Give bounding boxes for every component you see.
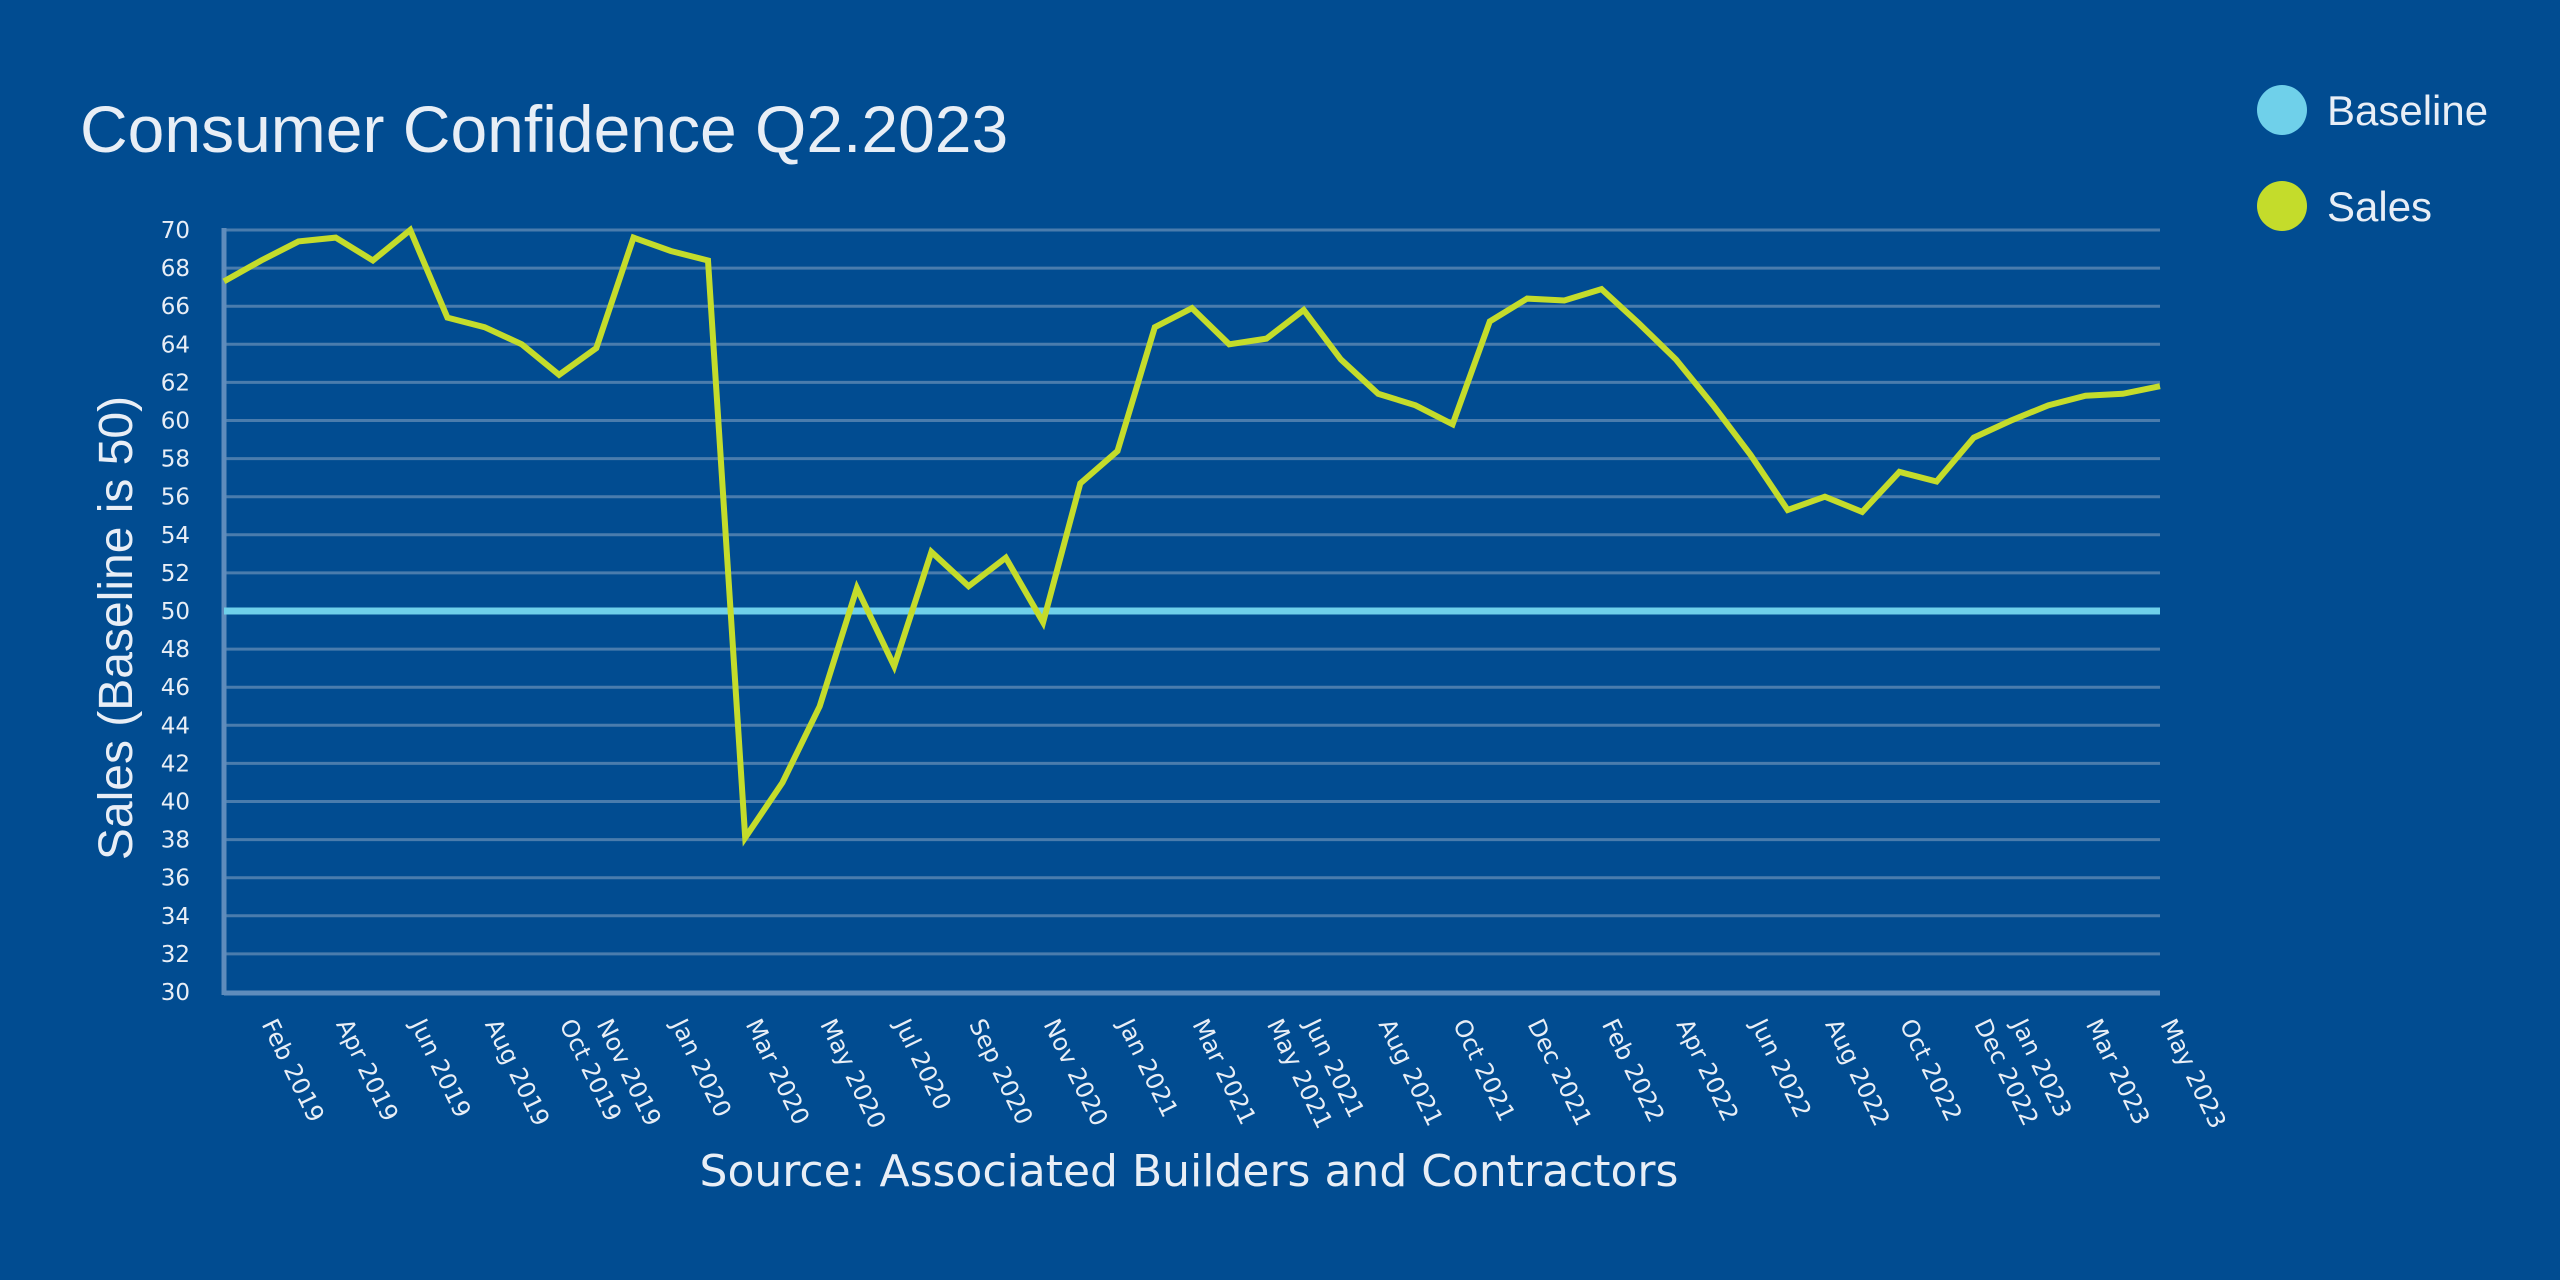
x-tick-label: Nov 2020 bbox=[1038, 1014, 1114, 1130]
x-tick-label: Jul 2020 bbox=[888, 1013, 957, 1115]
y-axis-label: Sales (Baseline is 50) bbox=[90, 396, 143, 860]
x-tick-label: Mar 2023 bbox=[2080, 1014, 2155, 1129]
y-tick-label: 70 bbox=[161, 218, 190, 244]
x-tick-label: Oct 2022 bbox=[1894, 1014, 1967, 1125]
x-tick-label: Mar 2020 bbox=[740, 1014, 815, 1129]
y-tick-label: 32 bbox=[161, 942, 190, 968]
y-tick-label: 42 bbox=[161, 751, 190, 777]
series-line-sales bbox=[222, 225, 2161, 847]
x-tick-label: Jan 2020 bbox=[664, 1013, 736, 1122]
y-tick-label: 46 bbox=[161, 675, 190, 701]
y-tick-label: 56 bbox=[161, 485, 190, 511]
legend-label-baseline[interactable]: Baseline bbox=[2327, 87, 2488, 134]
x-tick-label: May 2020 bbox=[814, 1014, 891, 1133]
x-tick-label: Jun 2019 bbox=[404, 1013, 477, 1123]
x-tick-label: Feb 2019 bbox=[256, 1014, 330, 1126]
legend-swatch-sales[interactable] bbox=[2257, 181, 2307, 231]
y-tick-label: 50 bbox=[161, 599, 190, 625]
x-tick-label: Jan 2021 bbox=[1111, 1013, 1183, 1122]
y-tick-label: 36 bbox=[161, 866, 190, 892]
y-tick-label: 52 bbox=[161, 561, 190, 587]
legend[interactable]: Baseline Sales bbox=[2257, 85, 2488, 231]
y-tick-label: 34 bbox=[161, 904, 190, 930]
x-tick-label: Sep 2020 bbox=[963, 1014, 1038, 1129]
y-tick-label: 38 bbox=[161, 828, 190, 854]
x-tick-label: Aug 2022 bbox=[1820, 1014, 1896, 1130]
y-tick-label: 40 bbox=[161, 790, 190, 816]
x-tick-label: Aug 2021 bbox=[1373, 1014, 1449, 1130]
x-tick-label: Aug 2019 bbox=[479, 1014, 555, 1130]
y-tick-label: 48 bbox=[161, 637, 190, 663]
x-tick-label: Apr 2019 bbox=[330, 1014, 403, 1125]
chart-title: Consumer Confidence Q2.2023 bbox=[80, 92, 1008, 166]
x-tick-label: Mar 2021 bbox=[1187, 1014, 1262, 1129]
x-tick-label: Oct 2021 bbox=[1447, 1014, 1520, 1125]
y-tick-label: 68 bbox=[161, 256, 190, 282]
y-tick-label: 66 bbox=[161, 294, 190, 320]
y-axis-ticks: 30 32 34 36 38 40 42 44 46 48 50 52 54 56 58 60 62 64 66 68… bbox=[161, 218, 190, 1006]
y-tick-label: 30 bbox=[161, 980, 190, 1006]
x-tick-label: May 2023 bbox=[2155, 1014, 2232, 1133]
y-tick-label: 44 bbox=[161, 713, 190, 739]
legend-swatch-baseline[interactable] bbox=[2257, 85, 2307, 135]
x-tick-label: Dec 2021 bbox=[1522, 1014, 1598, 1130]
y-tick-label: 54 bbox=[161, 523, 190, 549]
y-tick-label: 64 bbox=[161, 332, 190, 358]
legend-label-sales[interactable]: Sales bbox=[2327, 183, 2432, 230]
series-lines bbox=[222, 225, 2161, 847]
x-tick-label: Jun 2022 bbox=[1744, 1013, 1817, 1123]
x-tick-label: Apr 2022 bbox=[1671, 1014, 1744, 1125]
x-tick-label: Feb 2022 bbox=[1596, 1014, 1670, 1126]
y-tick-label: 62 bbox=[161, 370, 190, 396]
y-tick-label: 58 bbox=[161, 447, 190, 473]
y-tick-label: 60 bbox=[161, 409, 190, 435]
x-axis-label: Source: Associated Builders and Contract… bbox=[700, 1146, 1679, 1197]
